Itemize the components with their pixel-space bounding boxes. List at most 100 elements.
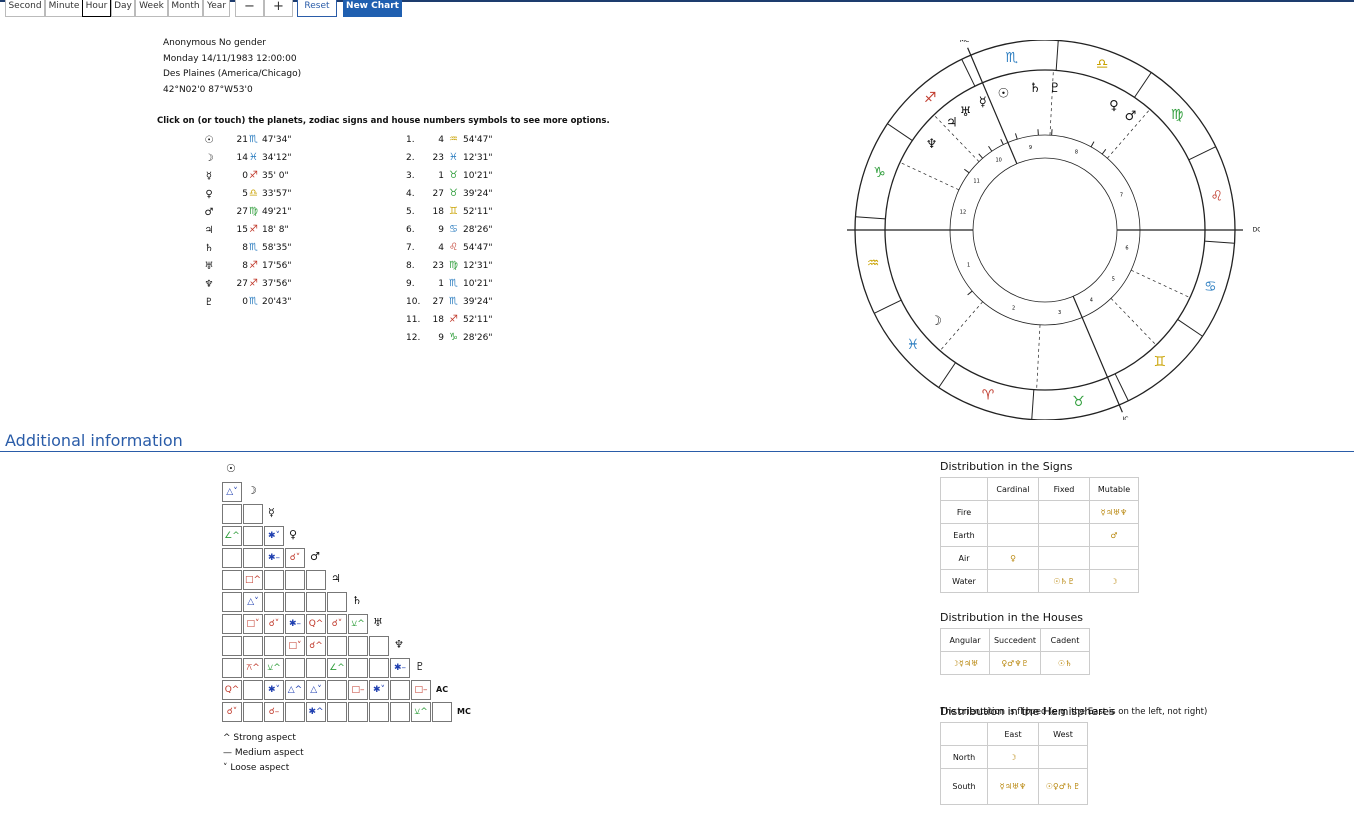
wheel-planet[interactable]: ☽ xyxy=(930,314,942,329)
aspect-cell xyxy=(264,592,284,612)
table-cell: ☉♄ xyxy=(1040,651,1090,675)
house-cusp xyxy=(1072,296,1123,413)
house-sign: ♉ xyxy=(449,188,458,199)
plus-button[interactable]: + xyxy=(264,0,293,17)
aspect-cell: □˅ xyxy=(285,636,305,656)
house-minutes: 54'47" xyxy=(463,243,493,253)
aspect-cell: ⚺^ xyxy=(348,614,368,634)
aspect-cell xyxy=(243,526,263,546)
planet-tick xyxy=(1014,133,1018,140)
table-cell: ☉♀♂♄♇ xyxy=(1038,768,1088,805)
aspect-label: ☽ xyxy=(247,484,257,497)
planet-tick xyxy=(967,290,973,296)
wheel-planet[interactable]: ☿ xyxy=(979,95,987,110)
planet-degree: 27 xyxy=(236,279,248,289)
planet-minutes: 37'56" xyxy=(262,279,292,289)
table-cell: ☽ xyxy=(987,745,1039,769)
aspect-cell xyxy=(306,570,326,590)
aspect-cell xyxy=(222,570,242,590)
house-cusp xyxy=(899,162,960,191)
aspect-cell: ☌– xyxy=(264,702,284,722)
chart-wheel: ♈♉♊♋♌♍♎♏♐♑♒♓123456789101112ACDCMCIC☉☽☿♀♂… xyxy=(847,40,1260,420)
time-unit-button[interactable]: Month xyxy=(168,0,203,17)
table-cell xyxy=(940,477,988,501)
table-cell xyxy=(1038,523,1090,547)
table-cell: Angular xyxy=(940,628,990,652)
time-unit-button[interactable]: Hour xyxy=(82,0,111,17)
planet-symbol: ♇ xyxy=(204,297,214,308)
table-cell: ☽ xyxy=(1089,569,1139,593)
new-chart-button[interactable]: New Chart xyxy=(343,0,402,17)
aspect-cell xyxy=(222,592,242,612)
aspect-cell: □˅ xyxy=(243,614,263,634)
aspect-cell: ✱– xyxy=(285,614,305,634)
house-number: 4. xyxy=(406,189,415,199)
wheel-sign: ♎ xyxy=(1096,57,1109,73)
house-minutes: 12'31" xyxy=(463,261,493,271)
aspect-cell: △˅ xyxy=(243,592,263,612)
house-degree: 9 xyxy=(438,333,444,343)
wheel-planet[interactable]: ☉ xyxy=(998,87,1010,102)
planet-minutes: 17'56" xyxy=(262,261,292,271)
house-minutes: 54'47" xyxy=(463,135,493,145)
planet-degree: 0 xyxy=(242,297,248,307)
aspect-cell: Q^ xyxy=(306,614,326,634)
house-number: 12. xyxy=(406,333,421,343)
planet-degree: 27 xyxy=(236,207,248,217)
house-number: 3. xyxy=(406,171,415,181)
house-sign: ♊ xyxy=(449,206,458,217)
aspect-cell: ☌˅ xyxy=(285,548,305,568)
minus-button[interactable]: − xyxy=(235,0,264,17)
time-unit-button[interactable]: Year xyxy=(203,0,230,17)
wheel-planet[interactable]: ♂ xyxy=(1125,109,1137,124)
wheel-planet[interactable]: ♀ xyxy=(1109,98,1119,113)
wheel-planet[interactable]: ♃ xyxy=(946,115,958,130)
house-minutes: 10'21" xyxy=(463,171,493,181)
aspect-cell: ∠^ xyxy=(222,526,242,546)
aspect-cell xyxy=(222,614,242,634)
time-unit-button[interactable]: Minute xyxy=(45,0,83,17)
person-info: Monday 14/11/1983 12:00:00 xyxy=(163,53,297,64)
aspect-cell xyxy=(285,570,305,590)
table-cell xyxy=(987,569,1039,593)
house-cusp xyxy=(1130,269,1191,298)
house-number-wheel: 9 xyxy=(1029,145,1032,151)
aspect-cell xyxy=(243,702,263,722)
table-cell: ♀♂♆♇ xyxy=(989,651,1041,675)
planet-symbol: ♄ xyxy=(204,243,214,254)
house-cusp xyxy=(967,47,1018,164)
table-title: Distribution in the Houses xyxy=(940,611,1083,624)
reset-button[interactable]: Reset xyxy=(297,0,337,17)
wheel-planet[interactable]: ♆ xyxy=(926,137,938,152)
wheel-sign: ♏ xyxy=(1005,50,1018,66)
aspect-cell: ☌˅ xyxy=(222,702,242,722)
wheel-planet[interactable]: ♇ xyxy=(1049,81,1061,96)
person-info: Anonymous No gender xyxy=(163,38,266,48)
time-unit-button[interactable]: Day xyxy=(111,0,135,17)
table-cell: ♀ xyxy=(987,546,1039,570)
table-title: Distribution in the Signs xyxy=(940,460,1073,473)
house-degree: 1 xyxy=(438,171,444,181)
planet-tick xyxy=(964,168,970,174)
distribution-table: East West North ☽ South ☿♃♅♆ ☉♀♂♄♇ xyxy=(940,722,1088,805)
house-degree: 9 xyxy=(438,225,444,235)
house-degree: 27 xyxy=(432,189,444,199)
wheel-planet[interactable]: ♄ xyxy=(1029,81,1041,96)
house-sign: ♏ xyxy=(449,296,458,307)
sign-divider xyxy=(887,123,913,141)
house-number-wheel: 11 xyxy=(973,179,979,185)
house-minutes: 52'11" xyxy=(463,207,493,217)
house-number: 7. xyxy=(406,243,415,253)
house-cusp xyxy=(933,114,980,162)
planet-minutes: 18' 8" xyxy=(262,225,289,235)
time-unit-button[interactable]: Week xyxy=(135,0,168,17)
house-sign: ♒ xyxy=(449,134,458,145)
time-unit-button[interactable]: Second xyxy=(5,0,45,17)
house-cusp xyxy=(1107,109,1151,159)
aspect-cell: △^ xyxy=(285,680,305,700)
table-cell: ☿♃♅♆ xyxy=(1089,500,1139,524)
house-degree: 23 xyxy=(432,261,444,271)
aspect-cell: ⚺^ xyxy=(411,702,431,722)
table-cell: Fixed xyxy=(1038,477,1090,501)
wheel-planet[interactable]: ♅ xyxy=(960,105,972,120)
